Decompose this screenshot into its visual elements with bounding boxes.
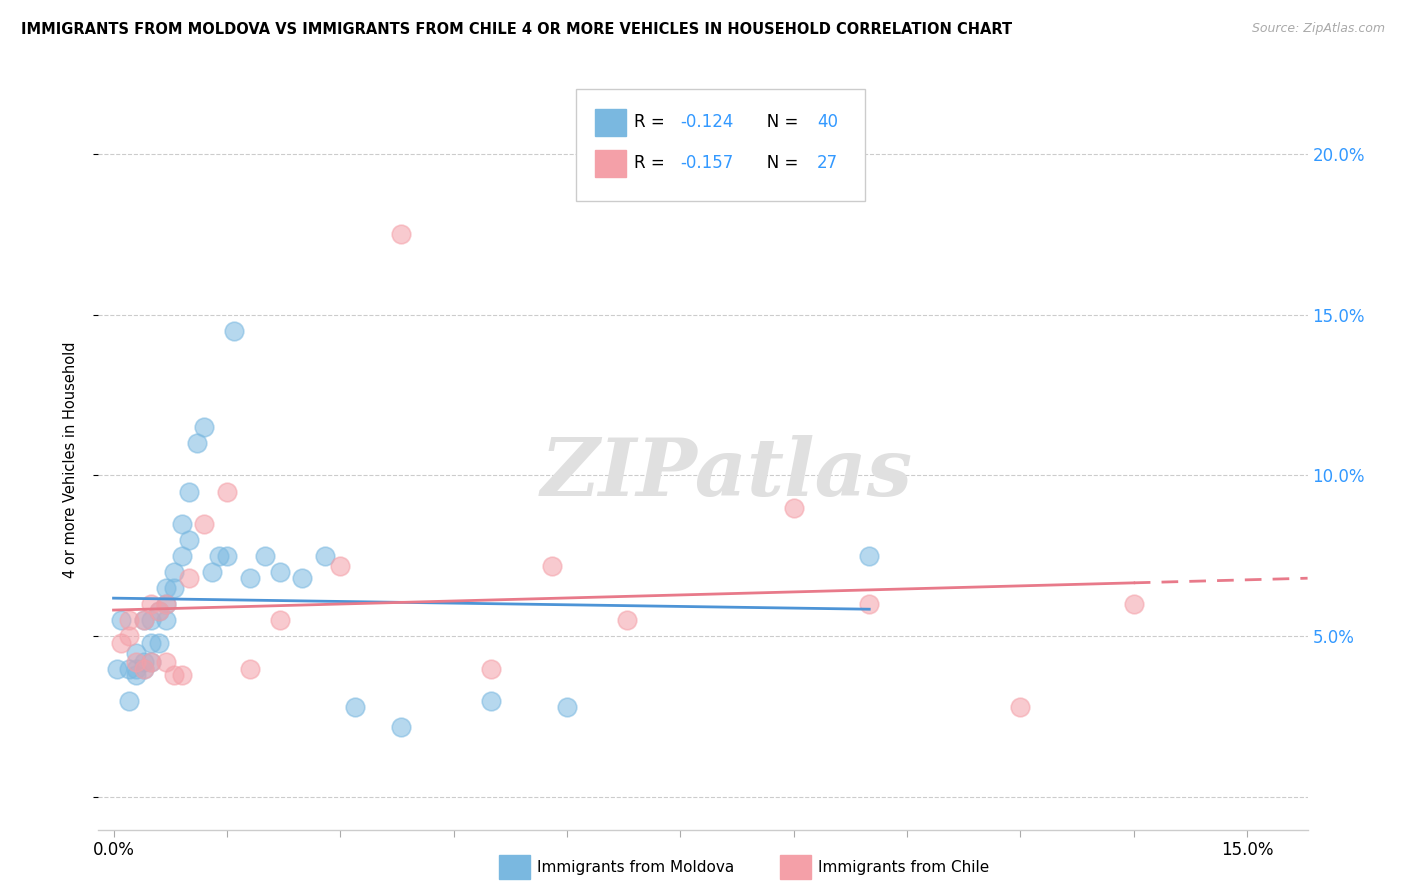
Point (118, 613, 141, 627)
Point (201, 565, 224, 579)
Point (555, 700, 578, 714)
Text: R =: R = (634, 113, 671, 131)
Point (541, 558, 564, 573)
Point (170, 516, 193, 531)
Text: N =: N = (751, 113, 803, 131)
Point (170, 549, 193, 563)
Point (782, 500, 804, 515)
Point (155, 597, 177, 611)
Point (155, 655, 177, 669)
Point (132, 613, 155, 627)
Point (269, 565, 291, 579)
Text: R =: R = (634, 154, 671, 172)
Point (155, 613, 177, 627)
Point (148, 604, 170, 618)
Point (193, 420, 215, 434)
Point (389, 720, 412, 734)
Point (148, 636, 170, 650)
Point (125, 668, 148, 682)
Point (1122, 597, 1144, 611)
Point (118, 694, 141, 708)
Point (141, 655, 163, 669)
Point (616, 613, 638, 627)
Point (132, 662, 155, 676)
Text: 40: 40 (817, 113, 838, 131)
Point (179, 533, 201, 547)
Text: -0.124: -0.124 (681, 113, 734, 131)
Point (215, 484, 238, 499)
Point (163, 668, 186, 682)
Point (179, 572, 201, 586)
Text: Immigrants from Moldova: Immigrants from Moldova (537, 860, 734, 874)
Point (132, 662, 155, 676)
Point (481, 694, 503, 708)
Point (155, 597, 177, 611)
Point (208, 549, 231, 563)
Point (269, 613, 291, 627)
Point (314, 549, 336, 563)
Point (170, 668, 193, 682)
Point (118, 662, 141, 676)
Text: 27: 27 (817, 154, 838, 172)
Point (291, 572, 314, 586)
Point (179, 484, 201, 499)
Point (239, 662, 262, 676)
Point (1010, 700, 1032, 714)
Point (215, 549, 238, 563)
Point (110, 636, 132, 650)
Text: -0.157: -0.157 (681, 154, 734, 172)
Point (329, 558, 352, 573)
Point (481, 662, 503, 676)
Text: Source: ZipAtlas.com: Source: ZipAtlas.com (1251, 22, 1385, 36)
Point (125, 655, 148, 669)
Point (163, 565, 186, 579)
Point (389, 227, 412, 241)
Y-axis label: 4 or more Vehicles in Household: 4 or more Vehicles in Household (63, 341, 77, 578)
Point (105, 662, 128, 676)
Point (163, 581, 186, 595)
Point (141, 597, 163, 611)
Point (141, 655, 163, 669)
Point (132, 613, 155, 627)
Point (239, 572, 262, 586)
Point (193, 516, 215, 531)
Point (344, 700, 367, 714)
Point (155, 581, 177, 595)
Point (253, 549, 276, 563)
Text: Immigrants from Chile: Immigrants from Chile (818, 860, 990, 874)
Point (132, 655, 155, 669)
Point (858, 597, 880, 611)
Point (141, 613, 163, 627)
Point (110, 613, 132, 627)
Point (858, 549, 880, 563)
Point (148, 604, 170, 618)
Point (125, 662, 148, 676)
Text: ZIPatlas: ZIPatlas (541, 435, 914, 513)
Point (186, 436, 208, 450)
Text: IMMIGRANTS FROM MOLDOVA VS IMMIGRANTS FROM CHILE 4 OR MORE VEHICLES IN HOUSEHOLD: IMMIGRANTS FROM MOLDOVA VS IMMIGRANTS FR… (21, 22, 1012, 37)
Point (224, 324, 246, 338)
Point (118, 629, 141, 643)
Text: N =: N = (751, 154, 803, 172)
Point (141, 636, 163, 650)
Point (125, 646, 148, 660)
